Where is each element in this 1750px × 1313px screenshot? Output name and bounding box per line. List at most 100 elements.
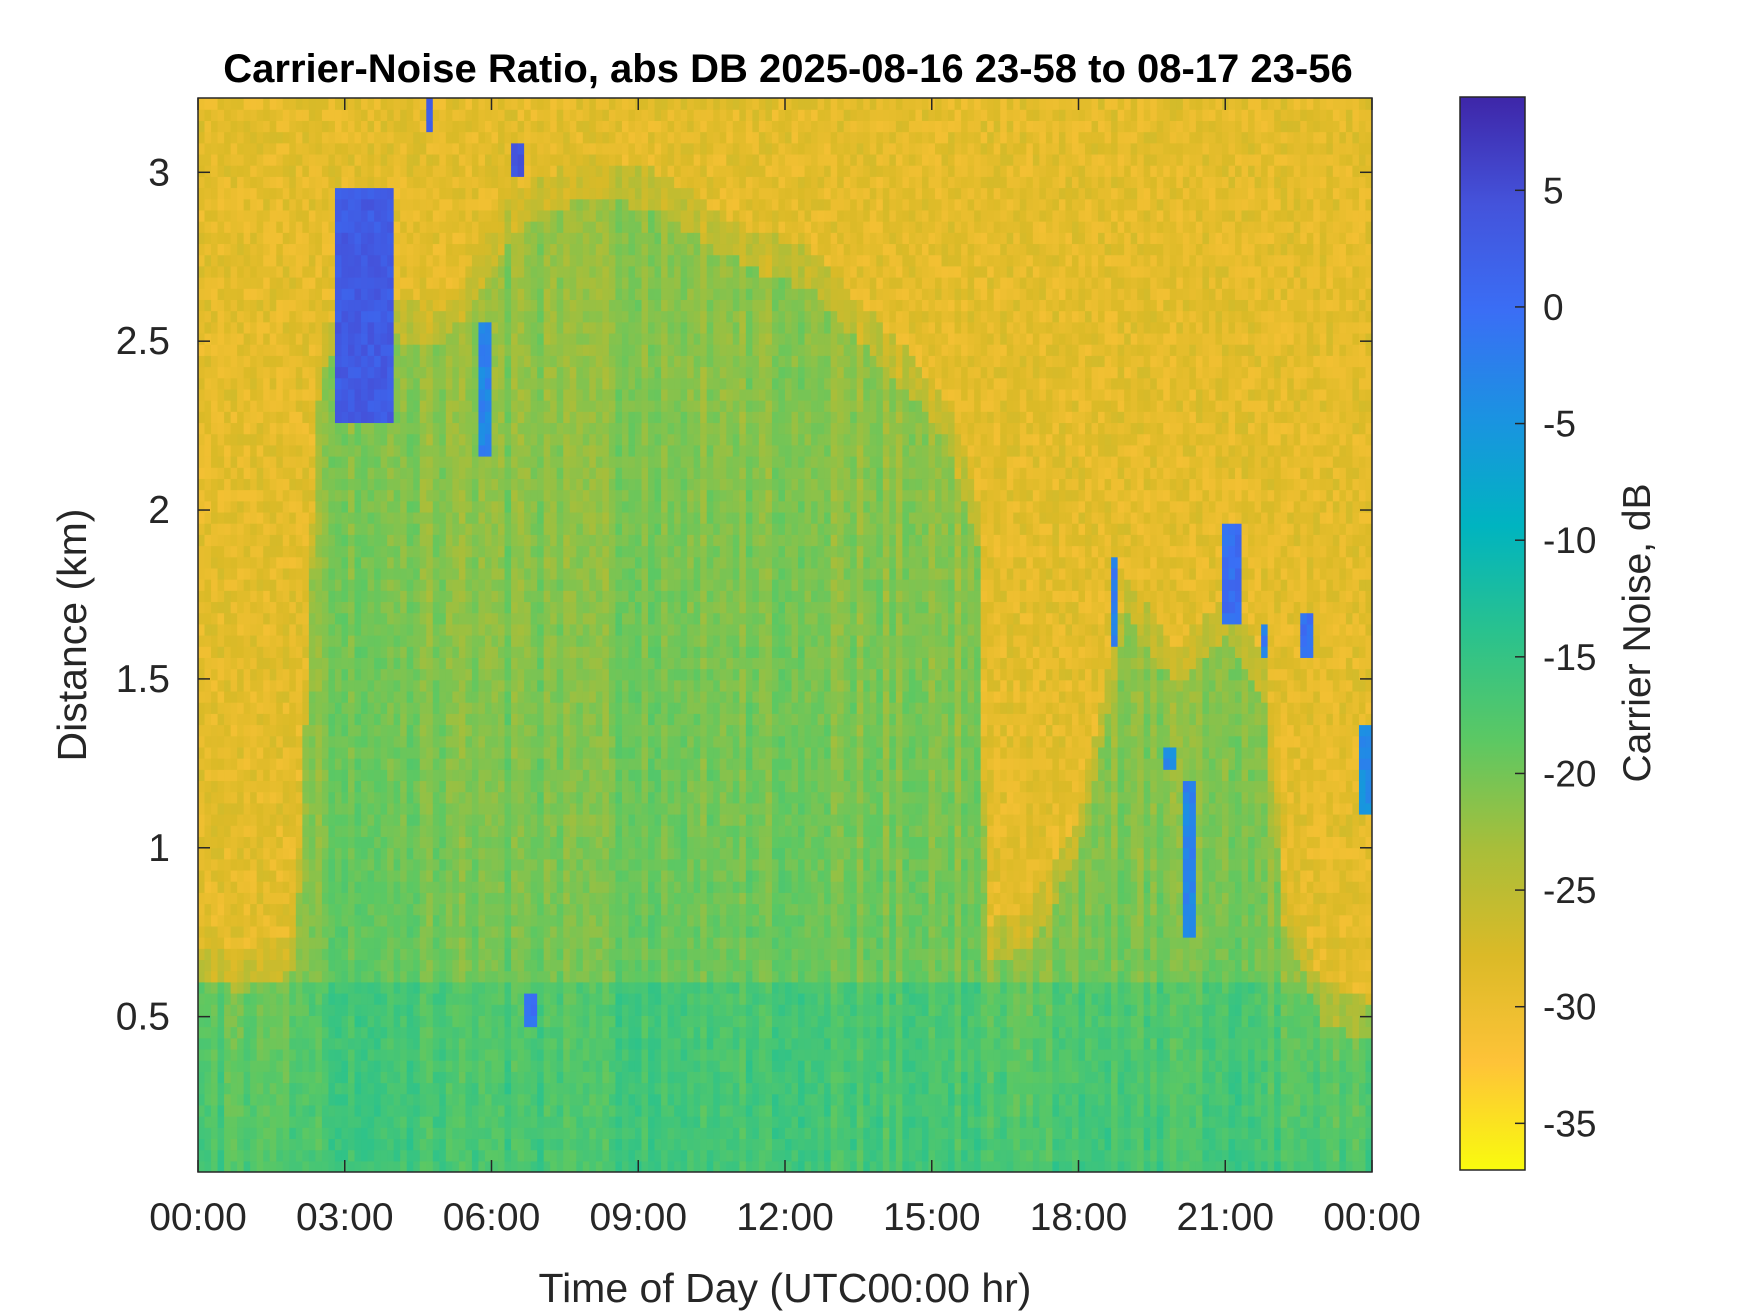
heatmap-cell (217, 1116, 225, 1128)
heatmap-cell (452, 534, 460, 547)
heatmap-cell (250, 131, 258, 144)
heatmap-cell (491, 366, 499, 379)
heatmap-cell (478, 523, 486, 535)
heatmap-cell (321, 411, 330, 424)
heatmap-cell (478, 433, 486, 446)
heatmap-cell (445, 556, 453, 569)
heatmap-cell (426, 1104, 434, 1117)
heatmap-cell (524, 131, 532, 144)
heatmap-cell (302, 153, 310, 166)
heatmap-cell (308, 523, 316, 535)
heatmap-cell (426, 702, 434, 714)
heatmap-cell (269, 970, 277, 983)
heatmap-cell (217, 265, 225, 278)
heatmap-cell (250, 713, 258, 726)
heatmap-cell (511, 545, 519, 558)
heatmap-cell (334, 1104, 343, 1117)
heatmap-cell (491, 221, 499, 233)
heatmap-cell (465, 153, 473, 166)
heatmap-cell (361, 724, 369, 737)
heatmap-cell (432, 366, 440, 379)
heatmap-cell (198, 422, 206, 435)
heatmap-cell (348, 601, 356, 614)
heatmap-cell (256, 758, 264, 770)
heatmap-cell (308, 377, 316, 390)
heatmap-cell (361, 489, 369, 502)
heatmap-cell (452, 713, 460, 726)
heatmap-cell (471, 556, 480, 569)
heatmap-cell (517, 120, 525, 133)
heatmap-cell (432, 735, 440, 748)
heatmap-cell (302, 243, 310, 256)
heatmap-cell (419, 1104, 427, 1117)
heatmap-cell (237, 444, 245, 457)
heatmap-cell (374, 310, 382, 323)
heatmap-cell (517, 567, 525, 580)
heatmap-cell (217, 1127, 225, 1140)
heatmap-cell (361, 836, 369, 849)
heatmap-cell (341, 254, 349, 267)
heatmap-cell (439, 836, 447, 849)
heatmap-cell (387, 713, 395, 726)
heatmap-cell (282, 556, 290, 569)
heatmap-cell (334, 165, 343, 177)
heatmap-cell (491, 814, 499, 826)
heatmap-cell (458, 444, 467, 457)
heatmap-cell (217, 243, 225, 256)
heatmap-cell (504, 377, 512, 390)
heatmap-cell (328, 590, 336, 603)
heatmap-cell (380, 523, 388, 535)
heatmap-cell (334, 836, 343, 849)
heatmap-cell (406, 869, 414, 882)
heatmap-cell (282, 1149, 290, 1162)
heatmap-cell (511, 1138, 519, 1151)
heatmap-cell (452, 332, 460, 345)
heatmap-cell (276, 1093, 284, 1106)
heatmap-cell (315, 646, 323, 658)
heatmap-cell (426, 635, 434, 647)
heatmap-cell (295, 601, 303, 614)
heatmap-cell (400, 98, 408, 110)
heatmap-cell (334, 1093, 343, 1106)
heatmap-cell (237, 769, 245, 782)
heatmap-cell (211, 892, 219, 905)
heatmap-cell (328, 959, 336, 972)
heatmap-cell (511, 511, 519, 524)
heatmap-cell (445, 500, 453, 513)
heatmap-cell (419, 131, 427, 144)
heatmap-cell (517, 321, 525, 334)
heatmap-cell (445, 925, 453, 938)
heatmap-cell (413, 1104, 421, 1117)
heatmap-cell (498, 601, 506, 614)
heatmap-cell (445, 791, 453, 804)
heatmap-cell (498, 1071, 506, 1084)
heatmap-cell (478, 657, 486, 670)
heatmap-cell (282, 1104, 290, 1117)
heatmap-cell (269, 355, 277, 368)
heatmap-cell (413, 1004, 421, 1016)
heatmap-cell (393, 780, 401, 793)
heatmap-cell (387, 500, 395, 513)
heatmap-cell (445, 567, 453, 580)
heatmap-cell (256, 1116, 264, 1128)
heatmap-cell (458, 836, 467, 849)
heatmap-cell (321, 724, 330, 737)
heatmap-cell (400, 1015, 408, 1028)
heatmap-cell (217, 388, 225, 401)
heatmap-cell (380, 1037, 388, 1050)
heatmap-cell (361, 1093, 369, 1106)
heatmap-cell (204, 1015, 212, 1028)
heatmap-cell (413, 456, 421, 468)
heatmap-cell (250, 702, 258, 714)
heatmap-cell (465, 344, 473, 356)
heatmap-cell (334, 579, 343, 591)
heatmap-cell (380, 869, 388, 882)
heatmap-cell (211, 1082, 219, 1095)
heatmap-cell (217, 937, 225, 949)
heatmap-cell (334, 500, 343, 513)
heatmap-cell (263, 511, 271, 524)
heatmap-cell (237, 265, 245, 278)
heatmap-cell (341, 567, 349, 580)
heatmap-cell (504, 1082, 512, 1095)
heatmap-cell (367, 523, 375, 535)
